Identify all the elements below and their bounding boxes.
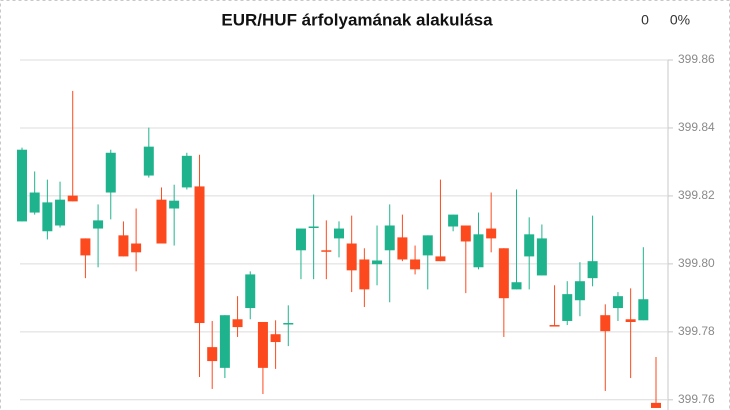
candle-body bbox=[295, 228, 306, 251]
candle-body bbox=[55, 199, 66, 226]
candle-body bbox=[169, 200, 180, 209]
candle-body bbox=[511, 282, 522, 290]
candle-body bbox=[410, 259, 421, 270]
candle-body bbox=[131, 243, 142, 253]
candle-body bbox=[17, 149, 27, 222]
change-value: 0 bbox=[641, 12, 649, 28]
candle-body bbox=[207, 347, 218, 362]
candle-body bbox=[194, 186, 205, 324]
candle-body bbox=[67, 195, 78, 202]
candle-body bbox=[245, 274, 256, 309]
candle-body bbox=[105, 152, 116, 193]
candle-body bbox=[257, 321, 268, 368]
candle-body bbox=[549, 325, 560, 327]
candle-body bbox=[80, 238, 91, 256]
candle-body bbox=[118, 235, 129, 257]
candle-body bbox=[625, 319, 636, 322]
candle-body bbox=[524, 234, 535, 257]
candle-body bbox=[587, 261, 598, 279]
candle-body bbox=[29, 192, 40, 213]
candle-body bbox=[460, 225, 471, 242]
y-tick-label: 399.76 bbox=[678, 392, 715, 406]
candle-body bbox=[562, 294, 573, 321]
y-tick-label: 399.80 bbox=[678, 256, 715, 270]
candle-body bbox=[473, 234, 484, 268]
candle-body bbox=[612, 296, 623, 309]
change-percent: 0% bbox=[670, 12, 690, 28]
y-tick-label: 399.86 bbox=[678, 52, 715, 66]
candle-body bbox=[574, 281, 585, 301]
candle-body bbox=[651, 402, 661, 408]
candle-body bbox=[346, 243, 357, 271]
y-tick-label: 399.84 bbox=[678, 120, 715, 134]
candle-body bbox=[397, 237, 408, 260]
candle-body bbox=[93, 220, 104, 229]
candle-body bbox=[486, 228, 497, 239]
candle-body bbox=[359, 259, 370, 290]
candle-body bbox=[498, 248, 509, 299]
candle-body bbox=[219, 315, 230, 368]
candle-body bbox=[384, 225, 395, 251]
candle-body bbox=[143, 146, 154, 176]
candle-body bbox=[42, 202, 53, 232]
y-tick-label: 399.82 bbox=[678, 188, 715, 202]
candle-body bbox=[435, 256, 446, 262]
candle-body bbox=[334, 228, 344, 239]
candle-body bbox=[321, 250, 332, 252]
candle-body bbox=[448, 214, 459, 227]
candle-body bbox=[372, 260, 383, 265]
chart-title: EUR/HUF árfolyamának alakulása bbox=[221, 10, 493, 29]
candle-body bbox=[283, 323, 294, 325]
candle-body bbox=[232, 319, 243, 328]
candle-body bbox=[156, 199, 167, 244]
candle-body bbox=[638, 299, 649, 321]
candle-body bbox=[308, 226, 319, 229]
candle-body bbox=[600, 315, 611, 332]
candle-body bbox=[536, 238, 547, 276]
candle-body bbox=[181, 155, 192, 188]
candle-body bbox=[270, 334, 281, 343]
y-tick-label: 399.78 bbox=[678, 324, 715, 338]
candle-body bbox=[422, 235, 433, 256]
